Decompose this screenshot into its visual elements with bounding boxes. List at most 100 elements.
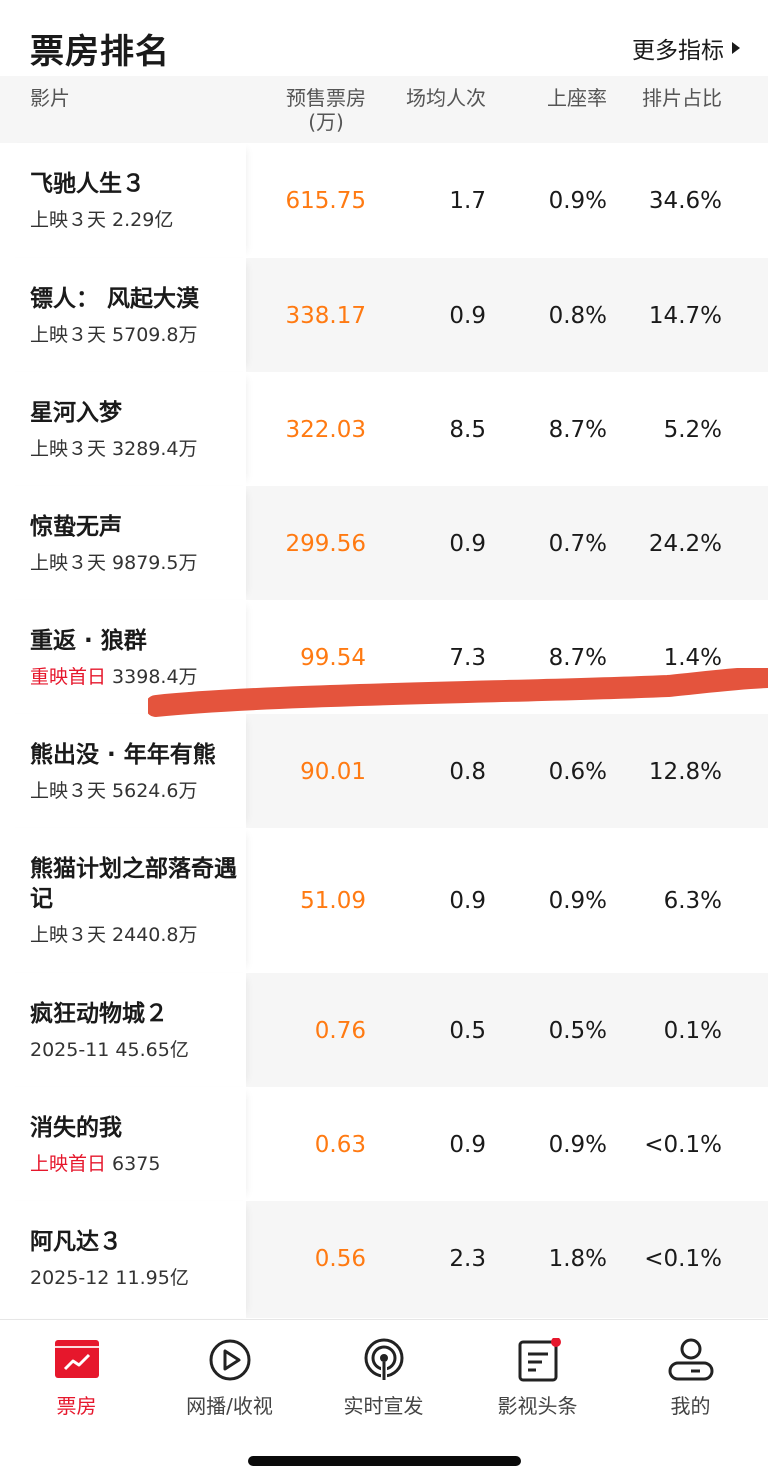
table-row[interactable]: 疯狂动物城２ 2025-11 45.65亿 0.76 0.5 0.5% 0.1% (0, 973, 768, 1087)
table-row[interactable]: 阿凡达３ 2025-12 11.95亿 0.56 2.3 1.8% <0.1% (0, 1201, 768, 1318)
avg-value: 2.3 (449, 1246, 486, 1272)
page-title: 票房排名 (30, 32, 170, 72)
film-cell: 熊出没 · 年年有熊 上映３天 5624.6万 (0, 714, 246, 828)
film-sub: 重映首日 3398.4万 (30, 665, 198, 689)
table-row[interactable]: 熊猫计划之部落奇遇记 上映３天 2440.8万 51.09 0.9 0.9% 6… (0, 828, 768, 973)
more-metrics-link[interactable]: 更多指标 (632, 31, 740, 65)
film-name: 熊猫计划之部落奇遇记 (30, 856, 237, 912)
seat-rate-value: 8.7% (548, 645, 607, 671)
caret-right-icon (732, 42, 740, 54)
film-name: 阿凡达３ (30, 1229, 122, 1255)
tab-streaming[interactable]: 网播/收视 (153, 1320, 306, 1420)
col-presale[interactable]: 预售票房 (万) (286, 86, 366, 134)
film-cell: 飞驰人生３ 上映３天 2.29亿 (0, 143, 246, 258)
film-sub: 上映３天 2.29亿 (30, 208, 173, 232)
film-sub: 上映３天 9879.5万 (30, 551, 198, 575)
film-sub-tag: 上映首日 (30, 1153, 107, 1175)
table-row[interactable]: 飞驰人生３ 上映３天 2.29亿 615.75 1.7 0.9% 34.6% (0, 143, 768, 258)
film-cell: 重返 · 狼群 重映首日 3398.4万 (0, 600, 246, 714)
table-row[interactable]: 熊出没 · 年年有熊 上映３天 5624.6万 90.01 0.8 0.6% 1… (0, 714, 768, 828)
film-sub: 2025-11 45.65亿 (30, 1038, 189, 1062)
film-sub-tag: 重映首日 (30, 666, 107, 688)
broadcast-icon (364, 1338, 403, 1380)
home-indicator (248, 1456, 521, 1466)
seat-rate-value: 0.5% (548, 1018, 607, 1044)
film-sub-text: 上映３天 2440.8万 (30, 924, 198, 946)
tab-profile[interactable]: 我的 (614, 1320, 767, 1420)
header: 票房排名 更多指标 (0, 0, 768, 76)
col-presale-line1: 预售票房 (286, 86, 366, 110)
seat-rate-value: 0.8% (548, 303, 607, 329)
film-name: 惊蛰无声 (30, 514, 122, 540)
ranking-table: 飞驰人生３ 上映３天 2.29亿 615.75 1.7 0.9% 34.6% 镖… (0, 143, 768, 1318)
presale-value: 0.76 (314, 1018, 366, 1044)
avg-value: 0.9 (449, 888, 486, 914)
film-sub: 上映３天 5709.8万 (30, 323, 198, 347)
avg-value: 0.5 (449, 1018, 486, 1044)
share-value: 0.1% (663, 1018, 722, 1044)
tab-label: 网播/收视 (186, 1394, 273, 1418)
film-sub-text: 2025-12 11.95亿 (30, 1267, 189, 1289)
col-avg-per-show[interactable]: 场均人次 (406, 86, 486, 110)
presale-value: 338.17 (285, 303, 366, 329)
share-value: 34.6% (648, 188, 722, 214)
film-cell: 消失的我 上映首日 6375 (0, 1087, 246, 1201)
presale-value: 322.03 (285, 417, 366, 443)
table-row[interactable]: 重返 · 狼群 重映首日 3398.4万 99.54 7.3 8.7% 1.4% (0, 600, 768, 714)
presale-value: 51.09 (300, 888, 366, 914)
seat-rate-value: 8.7% (548, 417, 607, 443)
tab-news[interactable]: 影视头条 (461, 1320, 614, 1420)
share-value: 1.4% (663, 645, 722, 671)
table-row[interactable]: 镖人： 风起大漠 上映３天 5709.8万 338.17 0.9 0.8% 14… (0, 258, 768, 372)
film-name: 镖人： 风起大漠 (30, 286, 200, 312)
tab-live-promo[interactable]: 实时宣发 (307, 1320, 460, 1420)
film-cell: 阿凡达３ 2025-12 11.95亿 (0, 1201, 246, 1318)
film-sub-text: 上映３天 5624.6万 (30, 780, 198, 802)
tab-label: 票房 (56, 1394, 97, 1418)
seat-rate-value: 0.6% (548, 759, 607, 785)
film-name: 疯狂动物城２ (30, 1001, 168, 1027)
film-sub-text: 上映３天 2.29亿 (30, 209, 174, 231)
avg-value: 8.5 (449, 417, 486, 443)
tab-box-office[interactable]: 票房 (0, 1320, 153, 1420)
film-cell: 惊蛰无声 上映３天 9879.5万 (0, 486, 246, 600)
film-sub-text: 上映３天 3289.4万 (30, 438, 198, 460)
presale-value: 90.01 (300, 759, 366, 785)
seat-rate-value: 0.9% (548, 888, 607, 914)
seat-rate-value: 0.9% (548, 1132, 607, 1158)
share-value: 14.7% (648, 303, 722, 329)
share-value: 5.2% (663, 417, 722, 443)
film-sub: 上映３天 3289.4万 (30, 437, 198, 461)
col-seat-rate[interactable]: 上座率 (547, 86, 607, 110)
presale-value: 0.63 (314, 1132, 366, 1158)
film-cell: 疯狂动物城２ 2025-11 45.65亿 (0, 973, 246, 1087)
film-name: 消失的我 (30, 1115, 122, 1141)
avg-value: 0.9 (449, 531, 486, 557)
presale-value: 0.56 (314, 1246, 366, 1272)
more-metrics-label: 更多指标 (632, 38, 724, 64)
film-name: 飞驰人生３ (30, 171, 145, 197)
avg-value: 7.3 (449, 645, 486, 671)
seat-rate-value: 0.9% (548, 188, 607, 214)
share-value: <0.1% (644, 1132, 722, 1158)
share-value: 12.8% (648, 759, 722, 785)
table-row[interactable]: 消失的我 上映首日 6375 0.63 0.9 0.9% <0.1% (0, 1087, 768, 1201)
play-circle-icon (209, 1339, 250, 1381)
tab-label: 实时宣发 (343, 1394, 424, 1418)
table-row[interactable]: 惊蛰无声 上映３天 9879.5万 299.56 0.9 0.7% 24.2% (0, 486, 768, 600)
table-row[interactable]: 星河入梦 上映３天 3289.4万 322.03 8.5 8.7% 5.2% (0, 372, 768, 486)
bottom-tab-bar: 票房 网播/收视 实时宣发 影视头条 (0, 1319, 768, 1483)
film-sub: 上映首日 6375 (30, 1152, 160, 1176)
film-sub-text: 6375 (106, 1153, 161, 1175)
share-value: 6.3% (663, 888, 722, 914)
film-sub-text: 上映３天 5709.8万 (30, 324, 198, 346)
film-sub-text: 3398.4万 (106, 666, 198, 688)
film-name: 重返 · 狼群 (30, 628, 147, 654)
film-cell: 镖人： 风起大漠 上映３天 5709.8万 (0, 258, 246, 372)
col-schedule-share[interactable]: 排片占比 (642, 86, 722, 110)
user-icon (668, 1338, 713, 1381)
tab-label: 影视头条 (497, 1394, 578, 1418)
film-sub-text: 2025-11 45.65亿 (30, 1039, 189, 1061)
presale-value: 615.75 (285, 188, 366, 214)
avg-value: 0.8 (449, 759, 486, 785)
